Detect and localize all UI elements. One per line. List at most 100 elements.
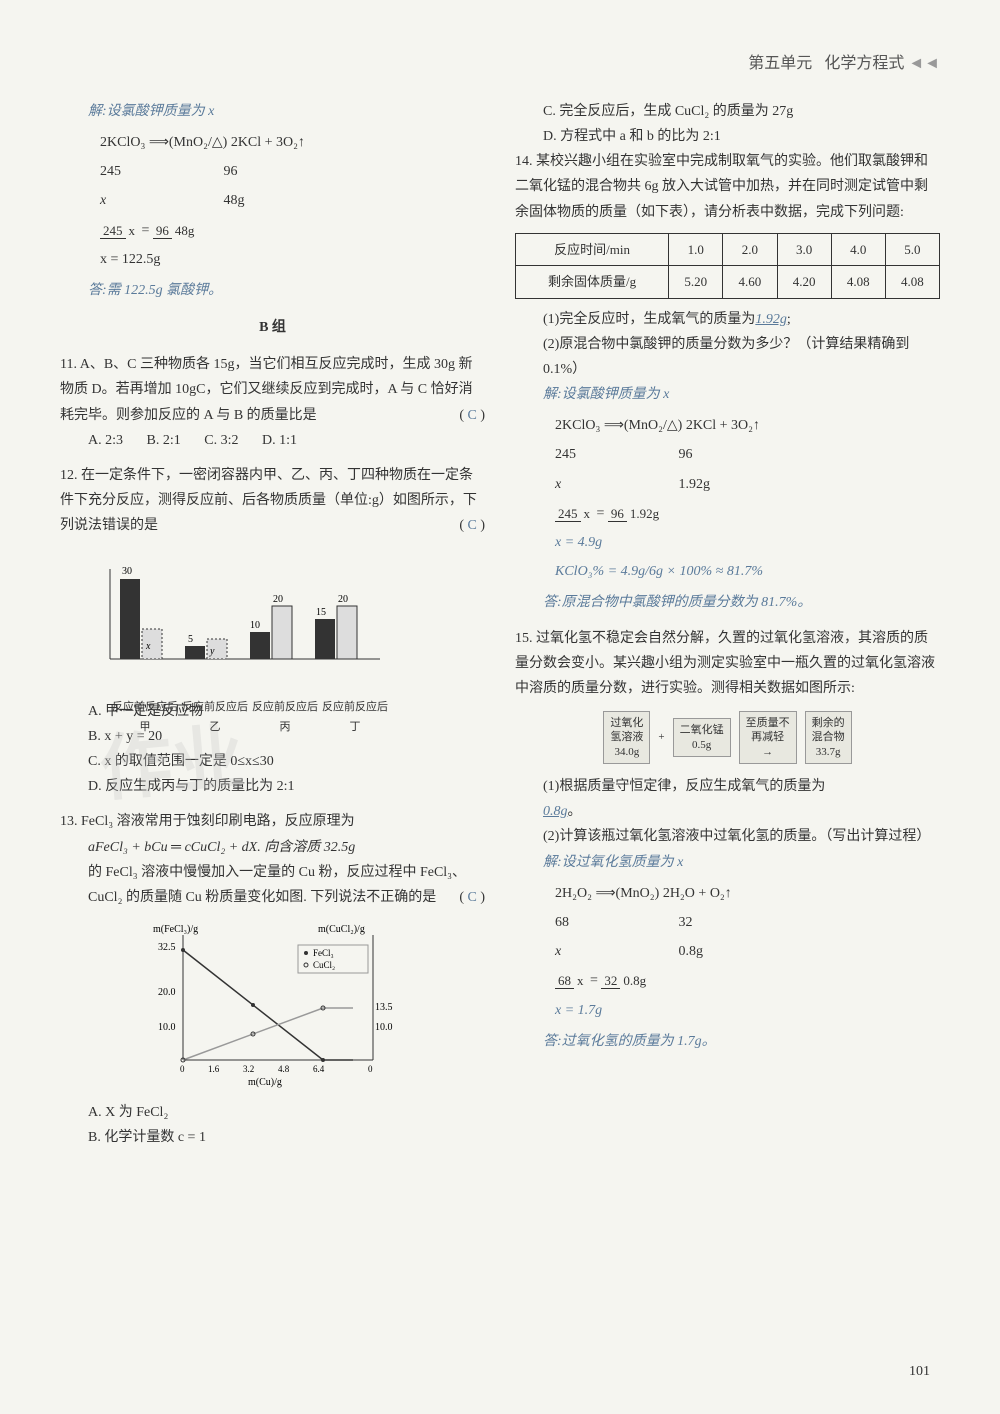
numerator: 68 [555, 973, 574, 989]
value: 0.8g [679, 944, 704, 959]
svg-text:10: 10 [250, 620, 260, 631]
denominator: x [126, 223, 139, 238]
axis-label: 反应前反应后 [112, 698, 178, 718]
text-line: 0.5g [680, 738, 724, 752]
text-line: 剩余的 [812, 716, 845, 730]
sub-question: (1)完全反应时，生成氧气的质量为1.92g; [515, 307, 940, 332]
cell: 4.08 [885, 266, 939, 298]
svg-text:0: 0 [180, 1064, 185, 1074]
text-span: 的 FeCl₃ 溶液中慢慢加入一定量的 Cu 粉，反应过程中 FeCl₃、CuC… [88, 865, 466, 905]
table-row: 反应时间/min 1.0 2.0 3.0 4.0 5.0 [516, 233, 940, 265]
numerator: 245 [100, 223, 126, 239]
cell: 5.20 [669, 266, 723, 298]
axis-label: 反应前反应后 [182, 698, 248, 718]
question-text: FeCl₃ 溶液常用于蚀刻印刷电路，反应原理为 [81, 814, 355, 829]
flow-box: 剩余的 混合物 33.7g [805, 711, 852, 764]
answer-letter: C [467, 518, 476, 533]
equation-row: x 0.8g [555, 939, 940, 964]
svg-text:3.2: 3.2 [243, 1064, 254, 1074]
question-number: 12. [60, 468, 78, 483]
text-line: 二氧化锰 [680, 723, 724, 737]
value: 48g [224, 193, 245, 208]
solution-intro: 解:设氯酸钾质量为 x [60, 99, 485, 124]
category-label: 乙 [210, 718, 221, 738]
svg-text:6.4: 6.4 [313, 1064, 325, 1074]
bar-chart-q12: 30 x 5 y 10 20 15 20 反应前反应后 反应前反应后 反应前反应… [90, 549, 390, 689]
numerator: 245 [555, 506, 581, 522]
cell: 剩余固体质量/g [516, 266, 669, 298]
text-line: 至质量不 [746, 716, 790, 730]
axis-label: 反应前反应后 [252, 698, 318, 718]
question-11: 11. A、B、C 三种物质各 15g，当它们相互反应完成时，生成 30g 新物… [60, 352, 485, 453]
equation: x = 4.9g [555, 530, 940, 555]
cell: 4.08 [831, 266, 885, 298]
cell: 4.0 [831, 233, 885, 265]
numerator: 96 [153, 223, 172, 239]
svg-text:0: 0 [368, 1064, 373, 1074]
line-chart-q13: 32.5 20.0 10.0 13.5 10.0 m(FeCl₃)/g m(Cu… [153, 920, 393, 1090]
numerator: 96 [608, 506, 627, 522]
cell: 3.0 [777, 233, 831, 265]
text-span: 。 [568, 804, 582, 819]
cell: 5.0 [885, 233, 939, 265]
answer-text: 答:原混合物中氯酸钾的质量分数为 81.7%。 [515, 590, 940, 615]
table-row: 剩余固体质量/g 5.20 4.60 4.20 4.08 4.08 [516, 266, 940, 298]
question-12: 12. 在一定条件下，一密闭容器内甲、乙、丙、丁四种物质在一定条件下充分反应，测… [60, 463, 485, 799]
page-number: 101 [909, 1359, 930, 1384]
question-15: 15. 过氧化氢不稳定会自然分解，久置的过氧化氢溶液，其溶质的质量分数会变小。某… [515, 626, 940, 1054]
svg-text:30: 30 [122, 566, 132, 577]
option-a: A. 2:3 [88, 433, 123, 448]
question-text: 某校兴趣小组在实验室中完成制取氧气的实验。他们取氯酸钾和二氧化锰的混合物共 6g… [515, 154, 928, 219]
right-column: C. 完全反应后，生成 CuCl₂ 的质量为 27g D. 方程式中 a 和 b… [515, 99, 940, 1161]
svg-text:m(CuCl₂)/g: m(CuCl₂)/g [318, 924, 365, 935]
svg-text:4.8: 4.8 [278, 1064, 290, 1074]
text-span: ; [787, 312, 791, 327]
option-d: D. 方程式中 a 和 b 的比为 2:1 [515, 124, 940, 149]
flow-box: 过氧化 氢溶液 34.0g [603, 711, 650, 764]
option-a: A. X 为 FeCl₂ [60, 1100, 485, 1125]
cell: 反应时间/min [516, 233, 669, 265]
option-c: C. 3:2 [204, 433, 238, 448]
denominator: x [574, 973, 587, 988]
svg-text:10.0: 10.0 [158, 1022, 176, 1033]
svg-text:CuCl₂: CuCl₂ [313, 960, 335, 970]
text-line: 再减轻 [746, 730, 790, 744]
equation: 2KClO₃ ⟹(MnO₂/△) 2KCl + 3O₂↑ [100, 130, 485, 155]
option-d: D. 1:1 [262, 433, 297, 448]
equation: x = 122.5g [100, 247, 485, 272]
answer-letter: C [467, 408, 476, 423]
equation: aFeCl₃ + bCu ═ cCuCl₂ + dX. 向含溶质 32.5g [60, 835, 485, 860]
equation: KClO₃% = 4.9g/6g × 100% ≈ 81.7% [555, 559, 940, 584]
solution-intro: 解:设氯酸钾质量为 x [515, 382, 940, 407]
svg-text:15: 15 [316, 607, 326, 618]
equation: 2KClO₃ ⟹(MnO₂/△) 2KCl + 3O₂↑ [555, 413, 940, 438]
sub-question: (2)原混合物中氯酸钾的质量分数为多少？（计算结果精确到 0.1%） [515, 332, 940, 382]
svg-text:32.5: 32.5 [158, 942, 176, 953]
option-b: B. 2:1 [147, 433, 181, 448]
flow-box: 至质量不 再减轻 → [739, 711, 797, 764]
value: 245 [555, 442, 675, 467]
options: A. 2:3 B. 2:1 C. 3:2 D. 1:1 [60, 428, 485, 453]
equation-row: x 48g [100, 188, 485, 213]
svg-text:20: 20 [273, 594, 283, 605]
answer-value: 1.92g [755, 312, 787, 327]
denominator: 1.92g [627, 506, 662, 521]
answer-text: 答:需 122.5g 氯酸钾。 [60, 278, 485, 303]
sub-question: (1)根据质量守恒定律，反应生成氧气的质量为 0.8g。 [515, 774, 940, 824]
question-text: A、B、C 三种物质各 15g，当它们相互反应完成时，生成 30g 新物质 D。… [60, 357, 473, 422]
svg-text:5: 5 [188, 634, 193, 645]
svg-text:x: x [145, 641, 151, 652]
solution-intro: 解:设过氧化氢质量为 x [515, 850, 940, 875]
question-number: 14. [515, 154, 533, 169]
text-line: 混合物 [812, 730, 845, 744]
text-span: (1)根据质量守恒定律，反应生成氧气的质量为 [543, 779, 825, 794]
plus-icon: + [658, 728, 664, 748]
left-column: 解:设氯酸钾质量为 x 2KClO₃ ⟹(MnO₂/△) 2KCl + 3O₂↑… [60, 99, 485, 1161]
option-b: B. 化学计量数 c = 1 [60, 1125, 485, 1150]
fraction-eq: 245x = 9648g [100, 218, 485, 243]
question-text: 的 FeCl₃ 溶液中慢慢加入一定量的 Cu 粉，反应过程中 FeCl₃、CuC… [60, 860, 485, 910]
sub-question: (2)计算该瓶过氧化氢溶液中过氧化氢的质量。（写出计算过程） [515, 824, 940, 849]
text-line: 33.7g [812, 745, 845, 759]
denominator: 0.8g [620, 973, 649, 988]
cell: 2.0 [723, 233, 777, 265]
